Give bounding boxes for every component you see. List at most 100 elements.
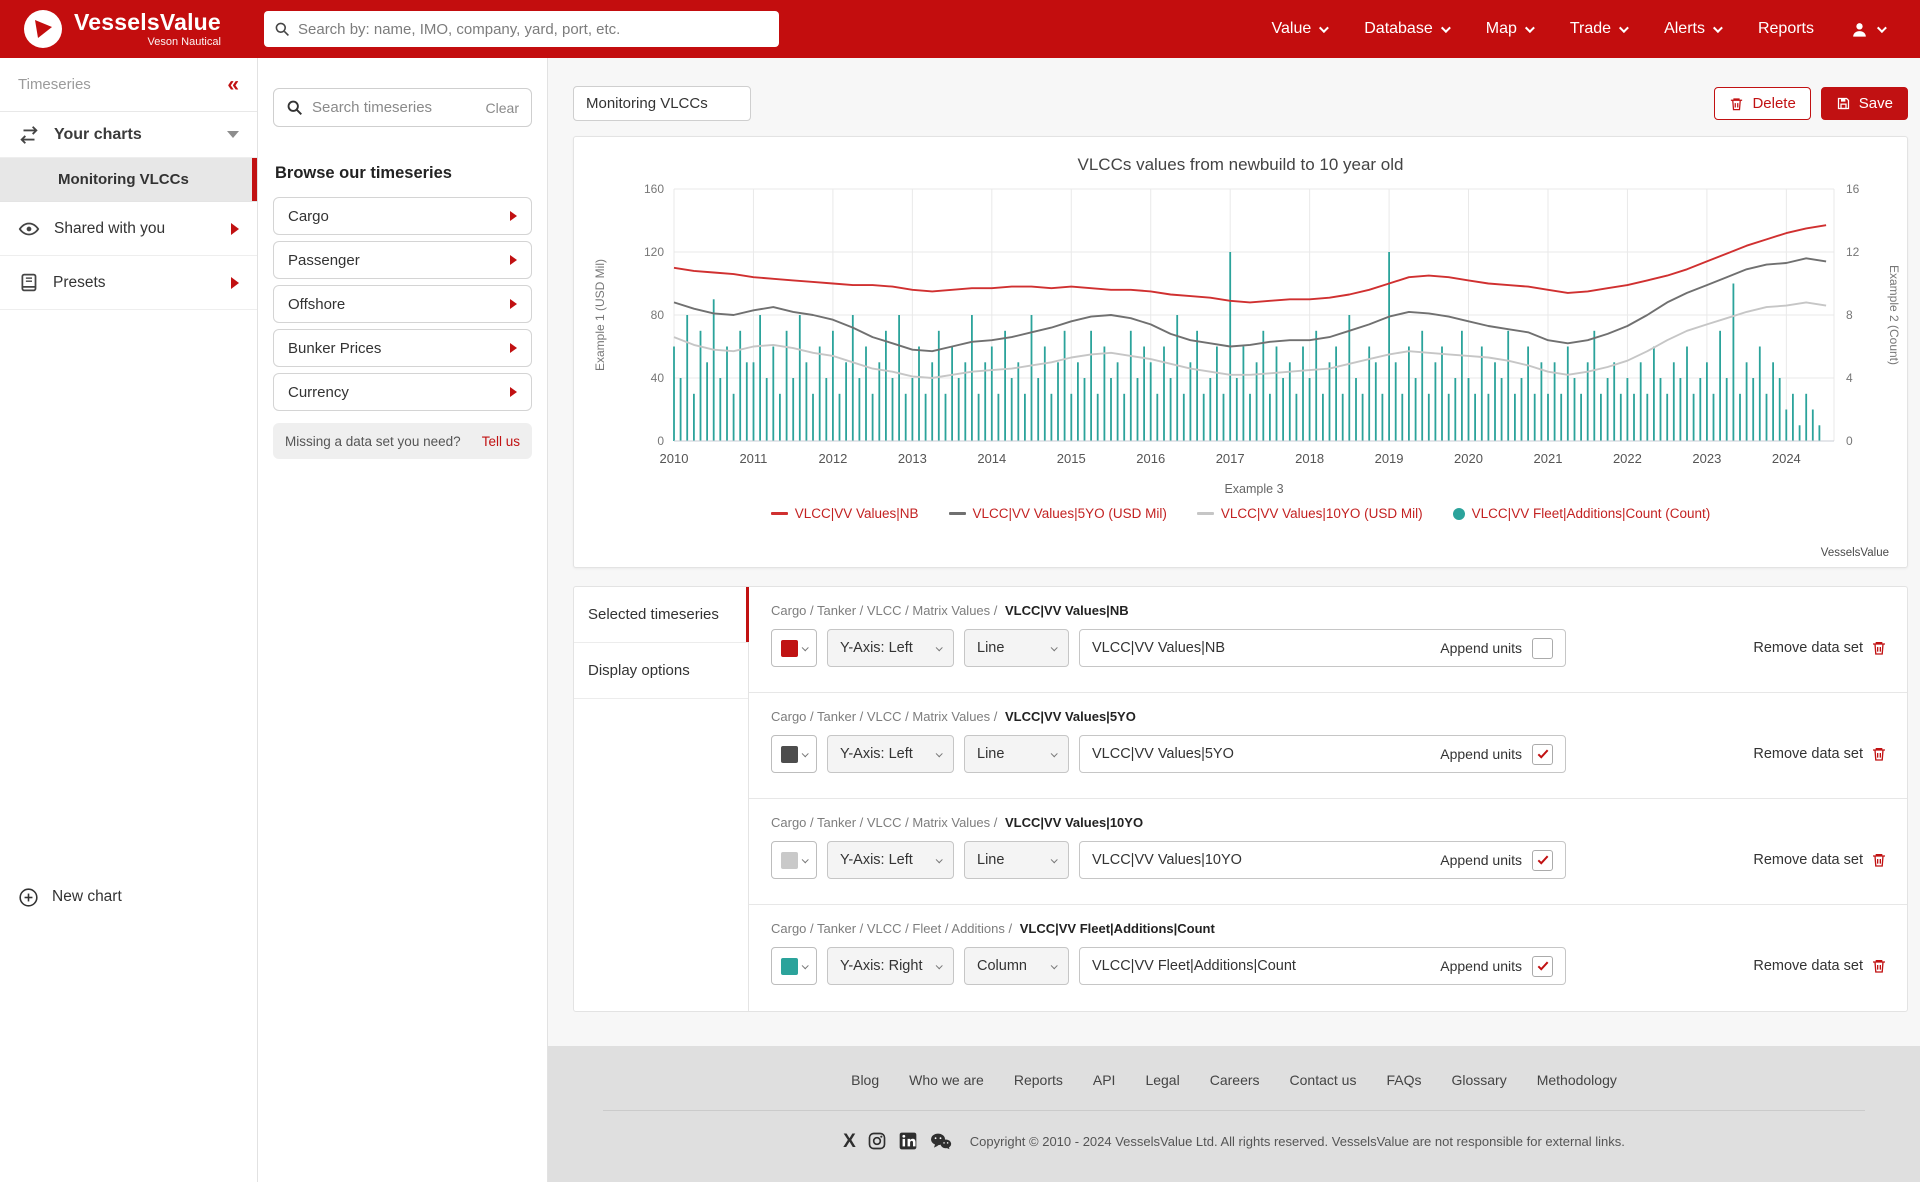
check-icon xyxy=(1537,855,1548,865)
legend-item[interactable]: VLCC|VV Fleet|Additions|Count (Count) xyxy=(1452,506,1710,521)
nav-item-label: Trade xyxy=(1569,20,1612,37)
nav-item-alerts[interactable]: Alerts xyxy=(1664,20,1723,38)
chart-toolbar: Delete Save xyxy=(573,86,1908,121)
series-style-select[interactable]: Line xyxy=(964,629,1069,667)
chevron-right-icon xyxy=(510,211,517,221)
category-button-offshore[interactable]: Offshore xyxy=(273,285,532,323)
yaxis-select[interactable]: Y-Axis: Left xyxy=(827,735,954,773)
chevron-down-icon xyxy=(935,749,943,757)
timeseries-search-input[interactable] xyxy=(312,99,477,116)
breadcrumb: Cargo / Tanker / VLCC / Matrix Values / xyxy=(771,603,1001,618)
series-name-value: VLCC|VV Fleet|Additions|Count xyxy=(1092,958,1296,974)
append-units-checkbox[interactable] xyxy=(1532,955,1553,977)
category-label: Currency xyxy=(288,383,349,401)
legend-item[interactable]: VLCC|VV Values|5YO (USD Mil) xyxy=(948,506,1167,521)
remove-dataset-button[interactable]: Remove data set xyxy=(1753,851,1887,869)
yaxis-select[interactable]: Y-Axis: Left xyxy=(827,629,954,667)
logo-triangle xyxy=(35,20,52,38)
chart-plot[interactable]: 0 40 80 120 160 0 4 8 12 16 2010 2011 2012 2013 2014 20… xyxy=(574,177,1907,512)
series-style-select[interactable]: Line xyxy=(964,735,1069,773)
sidebar-item-your-charts[interactable]: Your charts xyxy=(0,112,257,158)
user-menu[interactable] xyxy=(1850,20,1920,39)
linkedin-icon[interactable] xyxy=(898,1131,918,1151)
svg-text:40: 40 xyxy=(651,371,665,385)
append-units-checkbox[interactable] xyxy=(1532,743,1553,765)
svg-text:2020: 2020 xyxy=(1454,451,1483,466)
footer-link-methodology[interactable]: Methodology xyxy=(1536,1072,1617,1088)
nav-item-map[interactable]: Map xyxy=(1485,20,1535,38)
missing-dataset-label: Missing a data set you need? xyxy=(285,433,461,449)
sidebar-item-presets[interactable]: Presets xyxy=(0,256,257,310)
breadcrumb-current: VLCC|VV Values|5YO xyxy=(1005,709,1136,724)
legend-line-marker xyxy=(770,512,788,515)
yaxis-select[interactable]: Y-Axis: Left xyxy=(827,841,954,879)
brand-logo[interactable]: VesselsValue Veson Nautical xyxy=(0,10,250,48)
category-button-passenger[interactable]: Passenger xyxy=(273,241,532,279)
footer-link-blog[interactable]: Blog xyxy=(851,1072,880,1088)
legend-circle-marker xyxy=(1452,507,1465,520)
yaxis-select-value: Y-Axis: Right xyxy=(840,958,923,974)
footer-link-contact-us[interactable]: Contact us xyxy=(1289,1072,1357,1088)
remove-dataset-button[interactable]: Remove data set xyxy=(1753,957,1887,975)
series-name-input[interactable]: VLCC|VV Fleet|Additions|Count Append uni… xyxy=(1079,947,1566,985)
remove-dataset-button[interactable]: Remove data set xyxy=(1753,639,1887,657)
tell-us-link[interactable]: Tell us xyxy=(481,433,520,449)
footer-link-careers[interactable]: Careers xyxy=(1209,1072,1260,1088)
nav-item-label: Map xyxy=(1485,20,1517,37)
timeseries-rows: Cargo / Tanker / VLCC / Matrix Values / … xyxy=(749,587,1907,1011)
global-search-input[interactable] xyxy=(298,20,769,38)
clear-search-button[interactable]: Clear xyxy=(485,99,519,116)
legend-item[interactable]: VLCC|VV Values|NB xyxy=(770,506,919,521)
series-style-select[interactable]: Column xyxy=(964,947,1069,985)
search-icon xyxy=(287,100,302,115)
color-picker[interactable] xyxy=(771,947,817,985)
series-style-select[interactable]: Line xyxy=(964,841,1069,879)
category-button-currency[interactable]: Currency xyxy=(273,373,532,411)
swap-arrows-icon xyxy=(20,125,38,144)
collapse-sidebar-icon[interactable]: « xyxy=(227,73,239,96)
footer-link-reports[interactable]: Reports xyxy=(1013,1072,1063,1088)
save-button[interactable]: Save xyxy=(1820,87,1908,120)
x-icon[interactable]: X xyxy=(843,1130,856,1152)
nav-item-reports[interactable]: Reports xyxy=(1758,20,1814,38)
wechat-icon[interactable] xyxy=(929,1131,952,1151)
sidebar-item-monitoring-vlccs[interactable]: Monitoring VLCCs xyxy=(0,158,257,202)
color-picker[interactable] xyxy=(771,735,817,773)
footer-link-who-we-are[interactable]: Who we are xyxy=(909,1072,984,1088)
sidebar-item-label: Your charts xyxy=(54,125,142,143)
footer-link-api[interactable]: API xyxy=(1092,1072,1116,1088)
svg-text:120: 120 xyxy=(644,245,664,259)
new-chart-button[interactable]: New chart xyxy=(0,873,257,921)
color-picker[interactable] xyxy=(771,841,817,879)
tab-display-options[interactable]: Display options xyxy=(574,643,748,699)
timeseries-browser: Clear Browse our timeseries Cargo Passeng… xyxy=(258,58,548,1182)
delete-button[interactable]: Delete xyxy=(1714,87,1811,120)
check-icon xyxy=(1537,961,1548,971)
instagram-icon[interactable] xyxy=(867,1131,887,1151)
category-button-bunker-prices[interactable]: Bunker Prices xyxy=(273,329,532,367)
svg-text:0: 0 xyxy=(1846,434,1853,448)
remove-dataset-button[interactable]: Remove data set xyxy=(1753,745,1887,763)
series-name-input[interactable]: VLCC|VV Values|NB Append units xyxy=(1079,629,1566,667)
series-name-input[interactable]: VLCC|VV Values|5YO Append units xyxy=(1079,735,1566,773)
footer-link-glossary[interactable]: Glossary xyxy=(1451,1072,1507,1088)
tab-selected-timeseries[interactable]: Selected timeseries xyxy=(574,587,749,643)
nav-item-database[interactable]: Database xyxy=(1364,20,1451,38)
svg-text:2019: 2019 xyxy=(1375,451,1404,466)
legend-line-marker xyxy=(948,512,966,515)
sidebar-item-shared-with-you[interactable]: Shared with you xyxy=(0,202,257,256)
series-name-input[interactable]: VLCC|VV Values|10YO Append units xyxy=(1079,841,1566,879)
footer-link-faqs[interactable]: FAQs xyxy=(1386,1072,1422,1088)
new-chart-label: New chart xyxy=(52,888,122,905)
append-units-checkbox[interactable] xyxy=(1532,637,1553,659)
series-style-value: Line xyxy=(977,640,1005,656)
color-picker[interactable] xyxy=(771,629,817,667)
nav-item-trade[interactable]: Trade xyxy=(1569,20,1629,38)
legend-item[interactable]: VLCC|VV Values|10YO (USD Mil) xyxy=(1196,506,1423,521)
yaxis-select[interactable]: Y-Axis: Right xyxy=(827,947,954,985)
footer-link-legal[interactable]: Legal xyxy=(1145,1072,1180,1088)
category-button-cargo[interactable]: Cargo xyxy=(273,197,532,235)
nav-item-value[interactable]: Value xyxy=(1272,20,1330,38)
append-units-checkbox[interactable] xyxy=(1532,849,1553,871)
chart-name-input[interactable] xyxy=(573,86,751,121)
